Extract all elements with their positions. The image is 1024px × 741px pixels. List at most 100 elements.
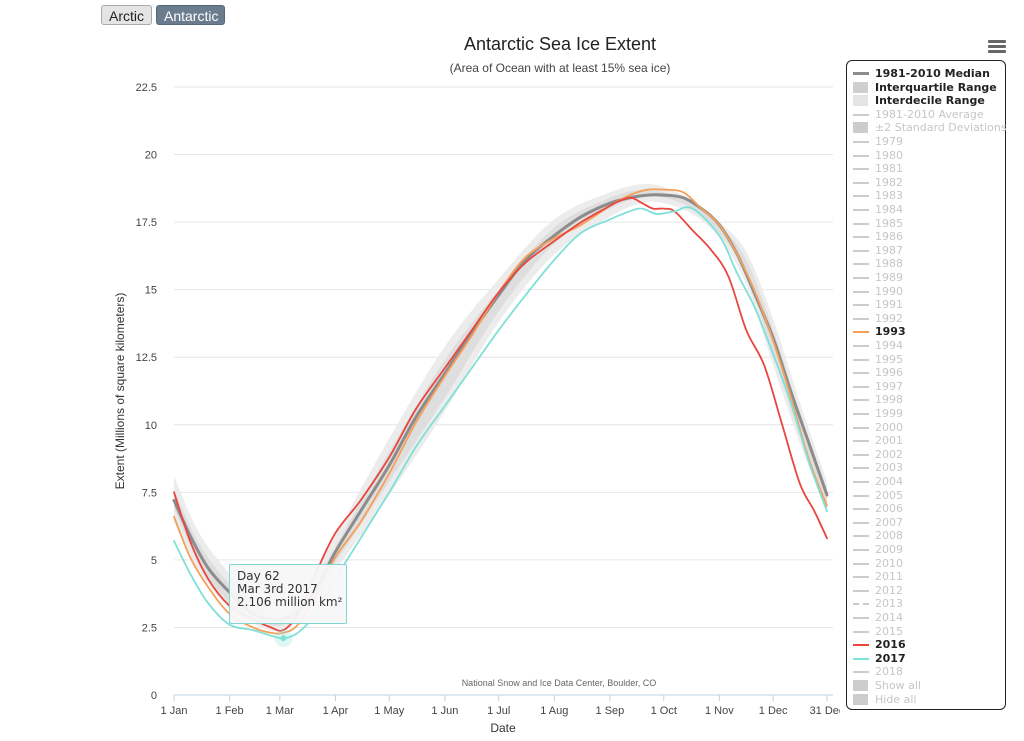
- legend-symbol-icon: [853, 249, 869, 252]
- legend-label: 2010: [875, 556, 903, 570]
- legend-label: 1979: [875, 135, 903, 148]
- x-tick-label: 1 May: [374, 705, 404, 717]
- legend-symbol-icon: [853, 277, 869, 279]
- series-line-1981-2010-median[interactable]: [172, 193, 829, 622]
- legend-label: 1981: [875, 162, 903, 176]
- legend-label: Interdecile Range: [875, 94, 985, 108]
- legend-label: 1980: [875, 148, 903, 162]
- legend-symbol-icon: [853, 630, 869, 633]
- legend-label: 2018: [875, 665, 903, 679]
- legend-symbol-icon: [853, 304, 869, 307]
- legend-label: 1988: [875, 257, 903, 271]
- tooltip-value: 2.106 million km²: [237, 595, 343, 609]
- sea-ice-chart: Antarctic Sea Ice Extent (Area of Ocean …: [113, 34, 840, 735]
- legend-symbol-icon: [853, 440, 869, 443]
- y-tick-label: 2.5: [142, 622, 157, 634]
- legend-symbol-icon: [853, 331, 869, 334]
- legend-symbol-icon: [853, 413, 869, 415]
- legend-label: ±2 Standard Deviations: [875, 121, 1007, 135]
- legend-label: Hide all: [875, 692, 917, 706]
- legend-label: 2011: [875, 570, 903, 584]
- data-tooltip: Day 62 Mar 3rd 2017 2.106 million km²: [229, 564, 347, 624]
- chart-credit: National Snow and Ice Data Center, Bould…: [462, 678, 657, 688]
- legend-label: 1983: [875, 189, 903, 203]
- x-tick-label: 1 Apr: [323, 705, 349, 717]
- series-line-1993[interactable]: [173, 188, 828, 635]
- legend-label: 2001: [875, 434, 903, 448]
- y-axis-label: Extent (Millions of square kilometers): [113, 293, 127, 490]
- legend-symbol-icon: [853, 122, 868, 134]
- legend-symbol-icon: [853, 576, 869, 579]
- legend-label: 2007: [875, 515, 903, 529]
- x-tick-label: 31 Dec: [810, 705, 840, 717]
- legend-symbol-icon: [853, 399, 869, 402]
- legend-symbol-icon: [853, 209, 869, 211]
- y-tick-label: 20: [145, 150, 157, 162]
- legend-symbol-icon: [853, 603, 869, 606]
- y-tick-label: 22.5: [136, 82, 157, 94]
- legend-symbol-icon: [853, 644, 869, 647]
- x-tick-label: 1 Dec: [759, 705, 788, 717]
- legend-symbol-icon: [853, 181, 869, 184]
- legend-symbol-icon: [853, 168, 869, 171]
- x-tick-label: 1 Jan: [161, 705, 188, 717]
- legend-symbol-icon: [853, 508, 869, 511]
- grid-lines: [174, 86, 833, 628]
- x-tick-label: 1 Feb: [216, 705, 244, 717]
- legend-symbol-icon: [853, 680, 868, 691]
- chart-menu-icon[interactable]: [988, 40, 1006, 54]
- chart-legend: 1981-2010 Median Interquartile Range Inter…: [846, 60, 1007, 710]
- legend-label: 2008: [875, 529, 903, 543]
- x-tick-label: 1 Sep: [596, 705, 625, 717]
- legend-symbol-icon: [853, 521, 869, 524]
- legend-label: 2000: [875, 420, 903, 434]
- series-line-2016[interactable]: [173, 196, 828, 632]
- x-tick-label: 1 Nov: [705, 705, 734, 717]
- y-tick-label: 12.5: [136, 352, 157, 364]
- y-tick-label: 17.5: [136, 217, 157, 229]
- legend-symbol-icon: [853, 113, 869, 116]
- legend-label: Interquartile Range: [875, 80, 997, 94]
- series-line-2017[interactable]: [173, 206, 828, 640]
- legend-label: 1987: [875, 243, 903, 257]
- chart-title: Antarctic Sea Ice Extent: [464, 34, 656, 54]
- legend-symbol-icon: [853, 290, 869, 293]
- x-axis-ticks: 1 Jan 1 Feb 1 Mar 1 Apr 1 May 1 Jun 1 Jul 1 Aug…: [161, 695, 840, 717]
- x-tick-label: 1 Aug: [540, 705, 568, 717]
- legend-label: 1990: [875, 284, 903, 298]
- legend-symbol-icon: [853, 671, 869, 674]
- legend-symbol-icon: [853, 154, 869, 157]
- legend-label: 1995: [875, 352, 903, 366]
- legend-label: 2015: [875, 624, 903, 638]
- legend-symbol-icon: [853, 453, 869, 456]
- legend-label: 1991: [875, 298, 903, 312]
- legend-label: 1984: [875, 203, 903, 216]
- legend-symbol-icon: [853, 317, 869, 320]
- legend-symbol-icon: [853, 358, 869, 361]
- legend-symbol-icon: [853, 222, 869, 225]
- legend-label: 2004: [875, 475, 903, 488]
- legend-label: 1986: [875, 230, 903, 244]
- legend-label: 1989: [875, 271, 903, 284]
- y-tick-label: 10: [145, 420, 157, 432]
- legend-symbol-icon: [853, 562, 869, 565]
- legend-label: 2002: [875, 447, 903, 461]
- legend-label: 1997: [875, 379, 903, 393]
- y-axis-ticks: 0 2.5 5 7.5 10 12.5 15 17.5 20 22.5: [136, 82, 157, 702]
- chart-subtitle: (Area of Ocean with at least 15% sea ice…: [450, 61, 671, 75]
- legend-label: 2003: [875, 461, 903, 475]
- legend-symbol-icon: [853, 467, 869, 470]
- legend-label: 1981-2010 Median: [875, 67, 990, 80]
- legend-symbol-icon: [853, 494, 869, 497]
- x-tick-label: 1 Mar: [266, 705, 294, 717]
- arctic-toggle-button[interactable]: Arctic: [101, 5, 152, 25]
- antarctic-toggle-button[interactable]: Antarctic: [156, 5, 225, 25]
- tooltip-date: Mar 3rd 2017: [237, 582, 318, 596]
- y-tick-label: 5: [151, 555, 157, 567]
- x-tick-label: 1 Jun: [431, 705, 458, 717]
- y-tick-label: 15: [145, 285, 157, 297]
- legend-label: 2005: [875, 488, 903, 502]
- legend-label: 1994: [875, 339, 903, 352]
- legend-symbol-icon: [853, 236, 869, 239]
- legend-symbol-icon: [853, 385, 869, 388]
